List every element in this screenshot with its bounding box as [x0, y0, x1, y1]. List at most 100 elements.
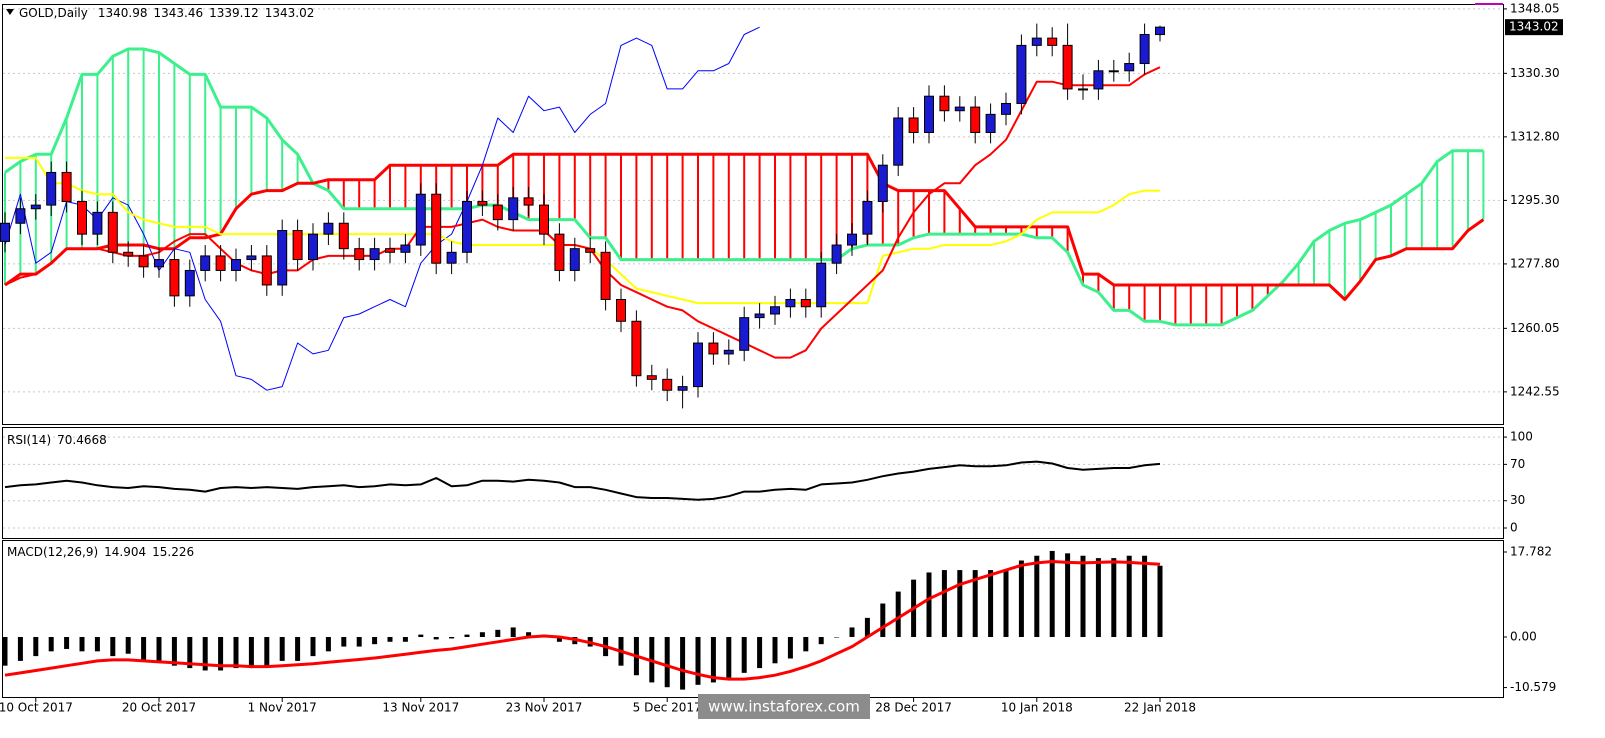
candle-body	[770, 306, 780, 315]
watermark: www.instaforex.com	[698, 694, 870, 719]
candle-body	[462, 200, 472, 253]
candle-body	[893, 117, 904, 166]
macd-bar	[48, 637, 54, 652]
candle-body	[646, 375, 657, 380]
candle-body	[908, 117, 919, 134]
watermark-box	[698, 694, 870, 719]
candle-body	[569, 248, 580, 271]
y-tick-label: -10.579	[1510, 680, 1556, 694]
macd-bar	[17, 637, 23, 661]
macd-bar	[1018, 560, 1024, 637]
x-tick-label: 5 Dec 2017	[633, 701, 702, 715]
candle-body	[1108, 70, 1119, 73]
macd-bar	[1095, 558, 1101, 637]
candle-body	[92, 211, 103, 235]
macd-bar	[94, 637, 100, 652]
y-tick-label: 30	[1510, 493, 1525, 507]
candle-body	[785, 298, 796, 308]
candle-body	[816, 262, 827, 308]
candle-body	[385, 248, 395, 253]
x-tick-label: 23 Nov 2017	[506, 701, 583, 715]
x-tick-label: 1 Nov 2017	[248, 701, 317, 715]
macd-bar	[248, 637, 254, 669]
candle-body	[1078, 88, 1088, 91]
candle-body	[616, 298, 626, 322]
candle-body	[415, 193, 426, 246]
macd-bar	[310, 637, 316, 657]
macd-bar	[295, 637, 301, 661]
candle-body	[1016, 44, 1027, 104]
macd-bar	[233, 637, 239, 669]
y-tick-label: 0.00	[1510, 630, 1537, 644]
macd-bar	[1080, 555, 1086, 637]
candle-body	[693, 342, 703, 388]
macd-bar	[926, 572, 932, 637]
candle-body	[30, 204, 41, 210]
macd-bar	[141, 637, 147, 661]
rsi-line	[4, 460, 1161, 501]
signal-value: 15.226	[152, 545, 194, 559]
senkou-span-b	[4, 152, 1485, 301]
candle-body	[323, 222, 334, 235]
y-tick-label: 1312.80	[1510, 129, 1560, 143]
macd-bar	[1049, 550, 1055, 637]
candle-body	[1093, 70, 1104, 90]
macd-bar	[941, 570, 947, 637]
candle-body	[369, 248, 380, 261]
macd-bar	[1126, 555, 1132, 637]
candle-body	[970, 106, 981, 134]
candle-body	[123, 251, 134, 257]
candle-body	[492, 204, 503, 221]
macd-bar	[495, 629, 501, 637]
rsi-value: 70.4668	[57, 433, 107, 447]
dropdown-icon	[6, 9, 14, 15]
macd-bar	[479, 632, 485, 637]
candle-body	[600, 251, 611, 300]
macd-bar	[264, 637, 270, 666]
macd-bar	[510, 627, 516, 637]
macd-bar	[664, 637, 670, 688]
candle-body	[154, 259, 164, 268]
candle-body	[261, 255, 272, 286]
signal-line	[4, 560, 1161, 681]
macd-title: MACD(12,26,9)	[7, 545, 98, 559]
candle-body	[15, 208, 26, 224]
macd-bar	[171, 637, 177, 666]
macd-bar	[1142, 555, 1148, 637]
macd-bar	[556, 637, 562, 642]
macd-bar	[433, 637, 439, 640]
macd-bar	[33, 637, 39, 657]
candle-body	[954, 106, 965, 112]
candle-body	[215, 255, 226, 271]
candle-body	[539, 204, 549, 235]
macd-bar	[757, 637, 763, 669]
y-tick-label: 100	[1510, 430, 1533, 444]
y-tick-label: 1277.80	[1510, 256, 1560, 270]
macd-bar	[772, 637, 778, 664]
macd-bar	[341, 637, 347, 647]
candle-body	[631, 320, 642, 377]
x-tick-label: 10 Jan 2018	[1001, 701, 1073, 715]
macd-bar	[1157, 565, 1163, 637]
macd-bar	[849, 627, 855, 637]
candle-body	[0, 222, 10, 242]
macd-bar	[1065, 553, 1071, 637]
candle-body	[1155, 26, 1165, 36]
candle-body	[338, 222, 349, 250]
macd-bar	[726, 637, 732, 678]
macd-bar	[218, 637, 224, 671]
open-value: 1340.98	[98, 6, 148, 20]
candle-body	[431, 193, 442, 264]
candle-body	[107, 211, 118, 253]
y-tick-label: 1242.55	[1510, 384, 1560, 398]
candle-body	[246, 255, 257, 261]
macd-header: MACD(12,26,9) 14.904 15.226	[7, 545, 194, 559]
candle-body	[477, 200, 488, 206]
candle-body	[939, 95, 950, 112]
macd-bar	[680, 637, 686, 690]
candle-body	[231, 259, 241, 271]
candle-body	[200, 255, 211, 271]
candle-body	[677, 386, 688, 391]
macd-bar	[372, 637, 378, 645]
